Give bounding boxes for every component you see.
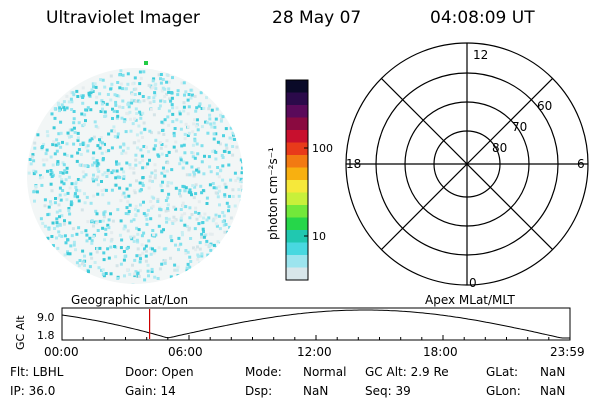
y-tick-9: 9.0 [37, 311, 55, 324]
ip-status: IP: 36.0 [10, 384, 56, 398]
polar-grid [345, 42, 589, 286]
colorbar-segment [286, 130, 308, 144]
polar-diagonal-2 [380, 77, 554, 251]
y-axis-label: GC Alt [14, 315, 27, 350]
colorbar-segment [286, 180, 308, 194]
seq-status: Seq: 39 [365, 384, 411, 398]
mlt-label-18: 18 [346, 157, 361, 171]
y-tick-1-8: 1.8 [37, 329, 55, 342]
colorbar-segment [286, 255, 308, 269]
altitude-curve [61, 309, 570, 339]
x-tick-18: 18:00 [423, 345, 458, 359]
mlt-label-0: 0 [469, 276, 477, 290]
colorbar-segment [286, 217, 308, 231]
instrument-title: Ultraviolet Imager [46, 8, 200, 28]
auroral-image-disk [27, 61, 243, 284]
apex-title: Apex MLat/MLT [425, 293, 515, 307]
colorbar-segment [286, 80, 308, 94]
lat-label-80: 80 [492, 141, 507, 155]
x-tick-06: 06:00 [168, 345, 203, 359]
colorbar-segment [286, 167, 308, 181]
timeline-panel: GC Alt 9.0 1.8 Geographic Lat/Lon Apex M… [14, 293, 571, 350]
geographic-title: Geographic Lat/Lon [71, 293, 188, 307]
lat-label-60: 60 [537, 99, 552, 113]
gc-alt-status: GC Alt: 2.9 Re [365, 365, 449, 379]
glat-label: GLat: [486, 365, 519, 379]
dsp-label: Dsp: [245, 384, 273, 398]
x-tick-00: 00:00 [44, 345, 79, 359]
date-label: 28 May 07 [272, 8, 362, 28]
door-status: Door: Open [125, 365, 194, 379]
lat-label-70: 70 [512, 120, 527, 134]
mlt-label-6: 6 [577, 157, 585, 171]
colorbar-segment [286, 267, 308, 281]
dsp-value: NaN [303, 384, 329, 398]
x-tick-2359: 23:59 [550, 345, 585, 359]
colorbar-segment [286, 105, 308, 119]
colorbar-segment [286, 242, 308, 256]
x-tick-12: 12:00 [297, 345, 332, 359]
time-label: 04:08:09 UT [430, 8, 535, 28]
glon-label: GLon: [486, 384, 521, 398]
timeline-x-ticks [61, 335, 571, 340]
bright-pixel [144, 61, 148, 65]
mode-value: Normal [303, 365, 347, 379]
colorbar-segment [286, 205, 308, 219]
colorbar: 100 10 photon cm⁻²s⁻¹ [266, 79, 333, 281]
colorbar-segment [286, 192, 308, 206]
colorbar-tick-100: 100 [312, 142, 333, 155]
colorbar-segment [286, 117, 308, 131]
colorbar-segment [286, 142, 308, 156]
colorbar-segment [286, 230, 308, 244]
mlt-label-12: 12 [473, 48, 488, 62]
colorbar-tick-10: 10 [312, 230, 326, 243]
filter-status: Flt: LBHL [10, 365, 64, 379]
glat-value: NaN [540, 365, 566, 379]
glon-value: NaN [540, 384, 566, 398]
colorbar-unit-label: photon cm⁻²s⁻¹ [266, 147, 280, 240]
mode-label: Mode: [245, 365, 282, 379]
colorbar-segment [286, 92, 308, 106]
colorbar-segment [286, 155, 308, 169]
gain-status: Gain: 14 [125, 384, 176, 398]
colorbar-frame [285, 79, 309, 281]
